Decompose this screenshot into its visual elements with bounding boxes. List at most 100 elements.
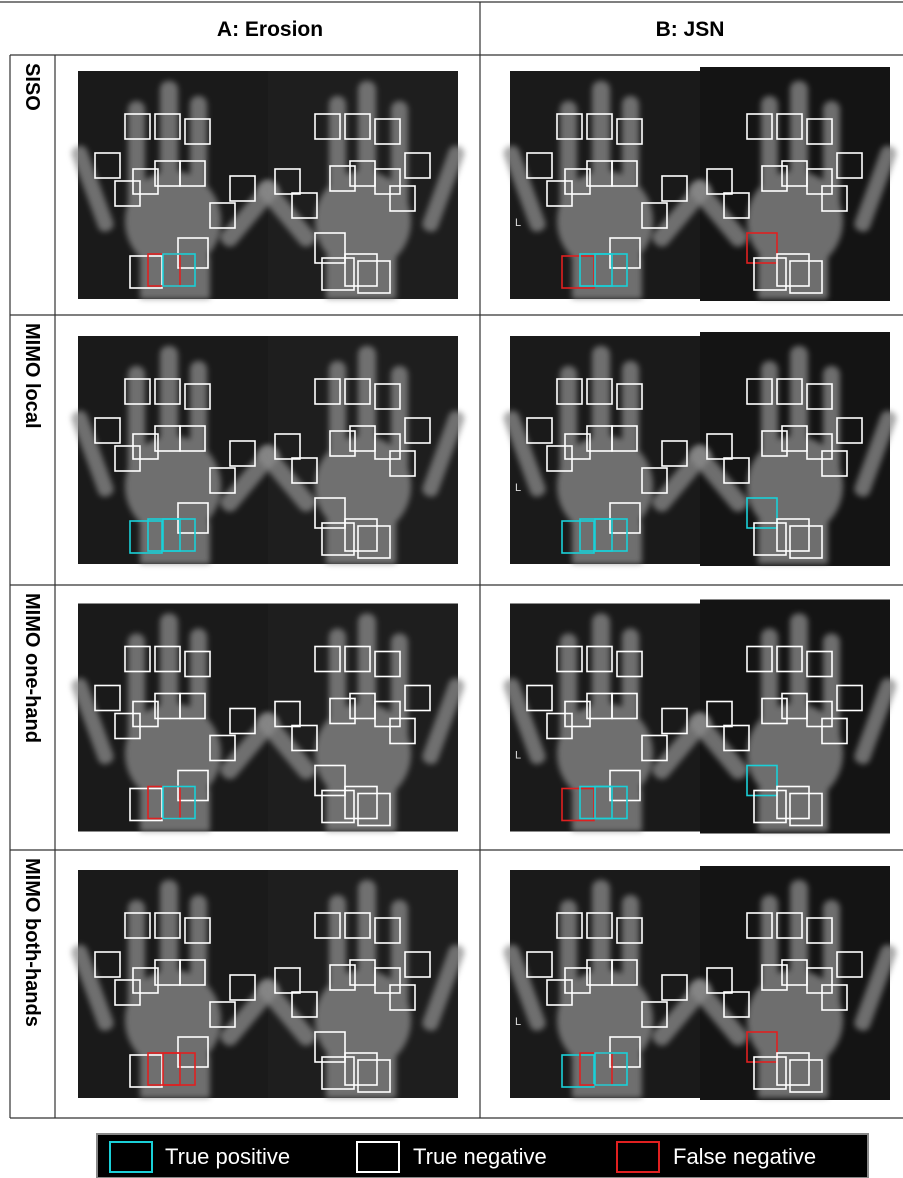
annotation-box	[162, 253, 196, 287]
xray-image	[70, 870, 467, 1098]
annotation-box	[321, 257, 355, 291]
annotation-box	[154, 113, 181, 140]
annotation-box	[753, 789, 787, 824]
image-marker: L	[515, 1016, 521, 1028]
annotation-box	[789, 792, 823, 827]
annotation-box	[821, 717, 848, 745]
annotation-box	[389, 984, 416, 1011]
legend-swatch	[616, 1141, 660, 1173]
annotation-box	[706, 700, 733, 728]
annotation-box	[564, 967, 591, 994]
annotation-box	[329, 964, 356, 991]
annotation-box	[314, 912, 341, 939]
legend-swatch	[109, 1141, 153, 1173]
annotation-box	[776, 785, 810, 820]
annotation-box	[723, 991, 750, 1018]
annotation-box	[184, 118, 211, 145]
annotation-box	[329, 697, 356, 725]
annotation-box	[229, 440, 256, 467]
annotation-box	[564, 700, 591, 728]
annotation-box	[209, 467, 236, 494]
annotation-box	[706, 168, 733, 195]
annotation-box	[561, 255, 595, 289]
legend-swatch	[356, 1141, 400, 1173]
annotation-box	[806, 650, 833, 678]
annotation-box	[314, 1031, 346, 1063]
xray-image	[70, 603, 467, 832]
annotation-box	[746, 764, 778, 797]
annotation-box	[806, 383, 833, 410]
annotation-box	[616, 650, 643, 678]
annotation-box	[556, 378, 583, 405]
annotation-box	[274, 168, 301, 195]
annotation-box	[177, 502, 209, 534]
annotation-box	[344, 518, 378, 552]
annotation-box	[776, 1052, 810, 1086]
row-label: MIMO both-hands	[21, 858, 43, 1027]
annotation-box	[357, 792, 391, 827]
annotation-box	[94, 951, 121, 978]
annotation-box	[661, 175, 688, 202]
annotation-box	[776, 253, 810, 287]
annotation-box	[611, 692, 638, 720]
annotation-box	[746, 645, 773, 673]
annotation-box	[209, 1001, 236, 1028]
annotation-box	[753, 1056, 787, 1090]
annotation-box	[329, 430, 356, 457]
annotation-box	[806, 168, 833, 195]
annotation-box	[611, 959, 638, 986]
annotation-box	[611, 160, 638, 187]
annotation-box	[641, 202, 668, 229]
annotation-box	[723, 724, 750, 752]
annotation-box	[836, 951, 863, 978]
annotation-box	[594, 518, 628, 552]
annotation-box	[586, 912, 613, 939]
annotation-box	[154, 378, 181, 405]
annotation-box	[179, 959, 206, 986]
annotation-box	[344, 912, 371, 939]
annotation-box	[561, 787, 595, 822]
annotation-box	[836, 417, 863, 444]
annotation-box	[357, 1059, 391, 1093]
annotation-box	[404, 152, 431, 179]
annotation-box	[746, 232, 778, 264]
annotation-box	[836, 684, 863, 712]
annotation-box	[564, 433, 591, 460]
annotation-box	[753, 522, 787, 556]
annotation-box	[389, 185, 416, 212]
annotation-box	[357, 525, 391, 559]
annotation-box	[129, 255, 163, 289]
annotation-box	[761, 430, 788, 457]
annotation-box	[661, 974, 688, 1001]
annotation-box	[344, 253, 378, 287]
xray-image: L	[502, 332, 899, 566]
legend: True positive True negative False negati…	[96, 1133, 869, 1178]
annotation-box	[586, 645, 613, 673]
annotation-box	[776, 113, 803, 140]
annotation-box	[344, 1052, 378, 1086]
annotation-box	[94, 417, 121, 444]
annotation-box	[806, 967, 833, 994]
annotation-box	[209, 202, 236, 229]
annotation-box	[314, 378, 341, 405]
annotation-box	[609, 769, 641, 802]
annotation-box	[184, 650, 211, 678]
annotation-box	[746, 113, 773, 140]
annotation-box	[321, 789, 355, 824]
annotation-box	[641, 467, 668, 494]
row-label: MIMO local	[21, 323, 43, 429]
annotation-box	[124, 113, 151, 140]
annotation-box	[706, 433, 733, 460]
annotation-box	[821, 185, 848, 212]
annotation-box	[274, 700, 301, 728]
annotation-box	[132, 168, 159, 195]
annotation-box	[641, 1001, 668, 1028]
annotation-box	[374, 650, 401, 678]
annotation-box	[526, 951, 553, 978]
column-header: B: JSN	[656, 18, 725, 41]
annotation-box	[321, 1056, 355, 1090]
annotation-box	[776, 912, 803, 939]
annotation-box	[94, 684, 121, 712]
annotation-box	[609, 1036, 641, 1068]
